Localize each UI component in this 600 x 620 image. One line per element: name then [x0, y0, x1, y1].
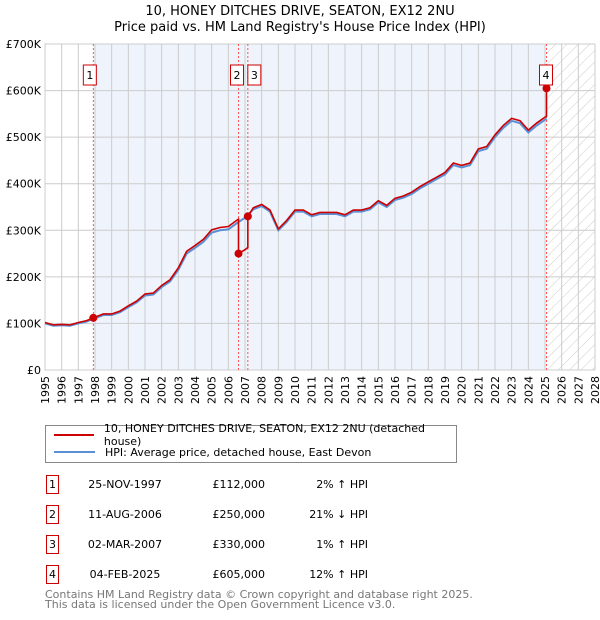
x-tick-label: 2022	[489, 376, 502, 404]
x-tick-label: 2007	[239, 376, 252, 404]
x-tick-label: 2009	[272, 376, 285, 404]
sale-point-4	[542, 84, 551, 93]
x-tick-label: 2017	[406, 376, 419, 404]
chart-title: 10, HONEY DITCHES DRIVE, SEATON, EX12 2N…	[145, 4, 455, 19]
x-tick-label: 2020	[456, 376, 469, 404]
legend-item-property: 10, HONEY DITCHES DRIVE, SEATON, EX12 2N…	[54, 422, 456, 448]
chart-subtitle: Price paid vs. HM Land Registry's House …	[114, 20, 486, 35]
x-tick-label: 1999	[106, 376, 119, 404]
x-tick-label: 2018	[422, 376, 435, 404]
x-tick-label: 2010	[289, 376, 302, 404]
sale-hpi-diff: 21% ↓ HPI	[309, 508, 368, 521]
sale-date: 02-MAR-2007	[87, 538, 163, 551]
forecast-hatch-region	[546, 44, 595, 370]
sale-number: 1	[46, 475, 59, 494]
x-tick-label: 1997	[72, 376, 85, 404]
footer-licence: This data is licensed under the Open Gov…	[45, 598, 396, 611]
sale-hpi-diff: 1% ↑ HPI	[316, 538, 368, 551]
x-tick-label: 2013	[339, 376, 352, 404]
shaded-ownership-region	[93, 44, 547, 370]
y-tick-label: £600K	[6, 85, 42, 98]
sale-label-box-3	[247, 64, 262, 86]
sale-point-1	[89, 313, 98, 322]
sale-number: 2	[46, 505, 59, 524]
x-tick-label: 2004	[189, 376, 202, 404]
x-tick-label: 2024	[522, 376, 535, 404]
chart-legend: 10, HONEY DITCHES DRIVE, SEATON, EX12 2N…	[45, 422, 457, 463]
legend-swatch-red	[54, 434, 94, 436]
sale-date: 04-FEB-2025	[89, 568, 161, 581]
sale-date: 11-AUG-2006	[88, 508, 162, 521]
y-tick-label: £500K	[6, 131, 42, 144]
sale-label-3: 3	[251, 69, 258, 82]
x-tick-label: 1998	[89, 376, 102, 404]
legend-label: 10, HONEY DITCHES DRIVE, SEATON, EX12 2N…	[103, 422, 426, 448]
x-tick-label: 2016	[389, 376, 402, 404]
sale-label-box-1	[82, 64, 97, 86]
sale-row: 1 25-NOV-1997 £112,000 2% ↑ HPI	[0, 475, 600, 495]
sale-label-1: 1	[86, 69, 93, 82]
y-tick-label: £100K	[6, 317, 42, 330]
x-tick-label: 2011	[306, 376, 319, 404]
x-tick-label: 2006	[222, 376, 235, 404]
x-tick-label: 2000	[122, 376, 135, 404]
y-tick-label: £700K	[6, 38, 42, 51]
sale-row: 3 02-MAR-2007 £330,000 1% ↑ HPI	[0, 535, 600, 555]
y-tick-label: £0	[27, 364, 41, 377]
footer-copyright: Contains HM Land Registry data © Crown c…	[45, 588, 473, 601]
x-tick-label: 2026	[556, 376, 569, 404]
plot-border	[44, 43, 596, 371]
x-tick-label: 2021	[472, 376, 485, 404]
sale-row: 4 04-FEB-2025 £605,000 12% ↑ HPI	[0, 565, 600, 585]
x-tick-label: 2001	[139, 376, 152, 404]
sale-price: £605,000	[212, 568, 266, 581]
sale-price: £112,000	[212, 478, 266, 491]
x-tick-label: 2025	[539, 376, 552, 404]
sale-hpi-diff: 12% ↑ HPI	[309, 568, 368, 581]
sale-date: 25-NOV-1997	[88, 478, 162, 491]
sale-point-2	[234, 249, 243, 258]
y-tick-label: £200K	[6, 271, 42, 284]
x-tick-label: 2008	[256, 376, 269, 404]
x-tick-label: 2014	[356, 376, 369, 404]
legend-item-hpi: HPI: Average price, detached house, East…	[54, 444, 371, 460]
sale-label-4: 4	[543, 69, 550, 82]
sale-row: 2 11-AUG-2006 £250,000 21% ↓ HPI	[0, 505, 600, 525]
y-tick-label: £400K	[6, 178, 42, 191]
sale-price: £250,000	[212, 508, 266, 521]
sale-price: £330,000	[212, 538, 266, 551]
x-tick-label: 2015	[372, 376, 385, 404]
x-tick-label: 2012	[322, 376, 335, 404]
x-tick-label: 2027	[572, 376, 585, 404]
x-tick-label: 2005	[206, 376, 219, 404]
sale-number: 4	[46, 565, 59, 584]
sale-number: 3	[46, 535, 59, 554]
sale-point-3	[243, 212, 252, 221]
x-tick-label: 1995	[39, 376, 52, 404]
legend-swatch-blue	[54, 451, 95, 453]
x-tick-label: 2028	[589, 376, 600, 404]
sale-label-2: 2	[234, 69, 241, 82]
hpi-line	[44, 117, 548, 327]
legend-label: HPI: Average price, detached house, East…	[105, 445, 372, 459]
x-tick-label: 2002	[156, 376, 169, 404]
sale-hpi-diff: 2% ↑ HPI	[316, 478, 368, 491]
footer: Contains HM Land Registry data © Crown c…	[45, 588, 473, 611]
x-tick-label: 2023	[506, 376, 519, 404]
property-price-line	[44, 88, 548, 326]
sale-label-box-4	[539, 64, 553, 86]
y-tick-label: £300K	[6, 224, 42, 237]
sale-label-box-2	[230, 64, 244, 86]
price-chart: 1995 1996 1997 1998 1999 2000 2001 2002 2003 2004…	[6, 38, 600, 404]
x-tick-label: 1996	[56, 376, 69, 404]
x-tick-label: 2003	[172, 376, 185, 404]
x-tick-label: 2019	[439, 376, 452, 404]
